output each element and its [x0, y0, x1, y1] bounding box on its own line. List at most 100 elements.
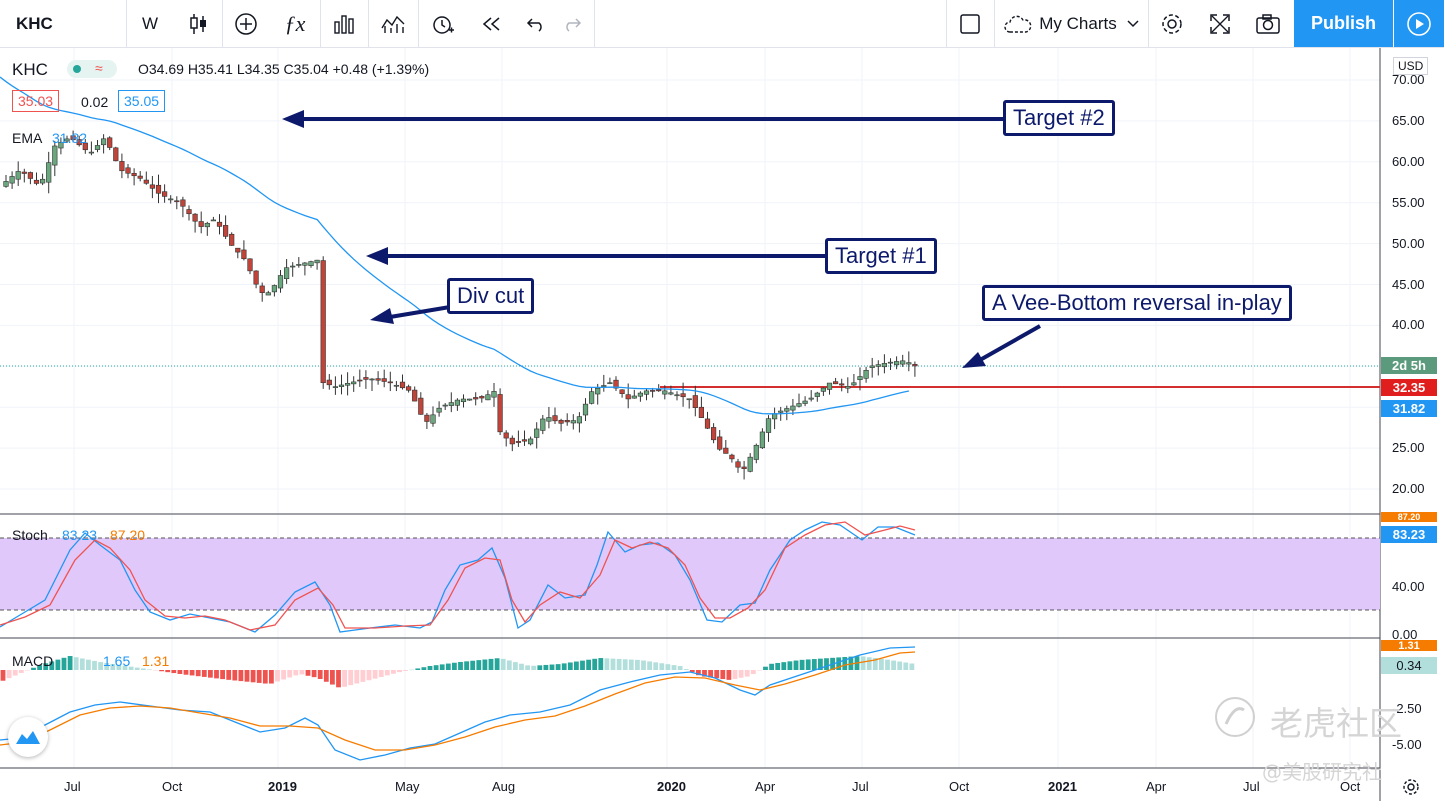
candle[interactable] [27, 172, 34, 179]
candle[interactable] [649, 390, 656, 392]
candle[interactable] [235, 247, 241, 253]
interval-button[interactable]: W [141, 13, 159, 33]
candle[interactable] [735, 461, 741, 468]
candle[interactable] [320, 260, 326, 384]
candlestick-series[interactable] [3, 130, 918, 480]
candle[interactable] [564, 419, 570, 423]
compare-icon[interactable] [370, 0, 416, 47]
candle[interactable] [710, 427, 717, 441]
bar-chart-icon[interactable] [322, 0, 366, 47]
candle[interactable] [88, 151, 94, 154]
candle[interactable] [485, 394, 491, 401]
candle[interactable] [692, 395, 698, 408]
candle[interactable] [3, 181, 9, 187]
candle[interactable] [881, 363, 887, 368]
candle[interactable] [717, 436, 723, 450]
candle[interactable] [912, 363, 918, 367]
candle[interactable] [534, 428, 540, 438]
add-indicator-icon[interactable] [224, 0, 268, 47]
candle[interactable] [277, 275, 284, 289]
candle[interactable] [704, 418, 711, 429]
candle[interactable] [58, 141, 64, 149]
undo-icon[interactable] [516, 0, 556, 47]
candle[interactable] [845, 386, 851, 389]
candle[interactable] [662, 390, 668, 395]
annotation-divcut[interactable]: Div cut [447, 278, 535, 314]
camera-icon[interactable] [1246, 0, 1290, 47]
candle[interactable] [393, 384, 400, 387]
candle[interactable] [412, 389, 418, 402]
candle[interactable] [198, 221, 204, 227]
candle[interactable] [686, 398, 692, 401]
candle[interactable] [588, 391, 595, 404]
candle[interactable] [576, 416, 582, 424]
candle[interactable] [814, 392, 820, 397]
candle[interactable] [107, 137, 113, 148]
candle[interactable] [155, 184, 162, 194]
signal-line[interactable] [0, 651, 916, 751]
fullscreen-square-icon[interactable] [948, 0, 992, 47]
candle[interactable] [656, 389, 662, 392]
candle[interactable] [863, 369, 869, 379]
expand-icon[interactable] [1198, 0, 1242, 47]
candle[interactable] [33, 179, 40, 184]
candle[interactable] [162, 191, 168, 197]
candle[interactable] [125, 167, 131, 174]
candle[interactable] [674, 394, 680, 397]
candle[interactable] [229, 233, 235, 246]
candle[interactable] [271, 285, 278, 293]
candle[interactable] [454, 399, 461, 406]
candle[interactable] [101, 138, 107, 146]
redo-icon[interactable] [554, 0, 590, 47]
play-icon[interactable] [1394, 0, 1444, 47]
candle[interactable] [527, 438, 534, 445]
candle[interactable] [290, 265, 296, 268]
candle[interactable] [900, 360, 906, 365]
candle[interactable] [149, 184, 156, 189]
candle[interactable] [729, 454, 735, 460]
annotation-target1[interactable]: Target #1 [825, 238, 937, 274]
candle[interactable] [631, 395, 637, 399]
ask-price[interactable]: 35.05 [118, 90, 166, 112]
candle[interactable] [546, 417, 552, 422]
candle[interactable] [418, 397, 424, 415]
candle[interactable] [491, 391, 497, 398]
candle[interactable] [204, 222, 210, 228]
candle[interactable] [436, 407, 442, 413]
candle[interactable] [9, 176, 15, 184]
replay-icon[interactable] [470, 0, 514, 47]
candle[interactable] [259, 285, 265, 293]
candle[interactable] [70, 135, 76, 141]
candle[interactable] [308, 261, 314, 266]
candle[interactable] [119, 161, 125, 172]
candle[interactable] [466, 398, 473, 401]
indicators-fx-icon[interactable]: ƒx [284, 10, 306, 36]
currency-label[interactable]: USD [1393, 57, 1429, 75]
tradingview-logo-icon[interactable] [8, 717, 48, 757]
candle[interactable] [15, 171, 21, 180]
macd-line[interactable] [0, 646, 916, 761]
candle[interactable] [613, 379, 619, 389]
candle[interactable] [723, 447, 729, 454]
candle[interactable] [906, 362, 912, 365]
candle[interactable] [137, 175, 143, 179]
alert-clock-icon[interactable] [420, 0, 466, 47]
candle[interactable] [832, 381, 839, 385]
candle[interactable] [515, 441, 521, 443]
candle[interactable] [351, 381, 357, 385]
symbol-search[interactable]: KHC [16, 13, 53, 33]
candle[interactable] [223, 225, 229, 237]
stoch-k-line[interactable] [0, 521, 916, 633]
candle[interactable] [820, 387, 826, 392]
candle[interactable] [296, 264, 302, 266]
candle[interactable] [326, 379, 332, 386]
candle[interactable] [265, 292, 271, 296]
candle[interactable] [765, 418, 772, 433]
candle[interactable] [192, 213, 198, 222]
candle[interactable] [796, 403, 802, 407]
candle[interactable] [839, 383, 845, 386]
candle[interactable] [625, 394, 631, 400]
candle[interactable] [521, 439, 528, 442]
bid-price[interactable]: 35.03 [12, 90, 60, 112]
candle[interactable] [302, 262, 308, 266]
